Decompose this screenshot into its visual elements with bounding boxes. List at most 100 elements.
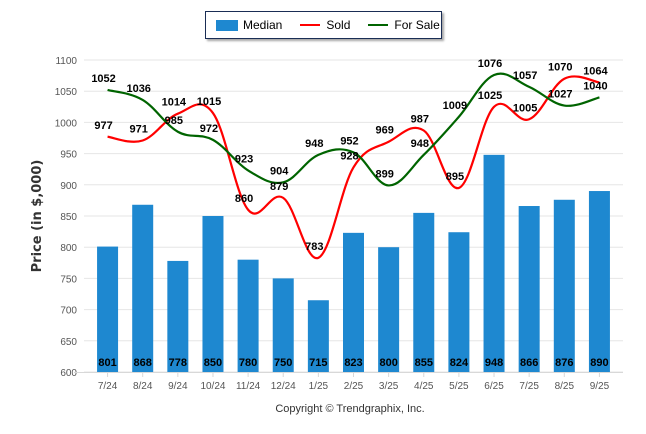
sold-value-label: 969 [375, 125, 393, 137]
bar-median [167, 260, 189, 372]
y-tick-label: 850 [60, 212, 77, 223]
bar-median [202, 216, 224, 372]
bar-median [132, 204, 154, 372]
for-sale-value-label: 1040 [583, 80, 607, 92]
for-sale-value-label: 904 [270, 165, 289, 177]
y-tick-label: 800 [60, 243, 77, 254]
bar-median [553, 199, 575, 372]
y-tick-label: 750 [60, 274, 77, 285]
x-tick-label: 10/24 [200, 381, 225, 392]
for-sale-value-label: 952 [340, 135, 358, 147]
bar-value-label: 824 [450, 357, 469, 369]
for-sale-swatch-icon [368, 24, 389, 26]
legend-label-sold: Sold [326, 18, 351, 32]
legend-item-sold[interactable]: Sold [292, 18, 350, 32]
sold-value-label: 1015 [197, 96, 221, 108]
x-tick-label: 6/25 [484, 381, 504, 392]
bar-value-label: 800 [379, 357, 397, 369]
legend-label-median: Median [243, 18, 283, 32]
bar-value-label: 855 [415, 357, 433, 369]
x-tick-label: 7/24 [98, 381, 118, 392]
bar-value-label: 866 [520, 357, 538, 369]
y-tick-label: 600 [60, 368, 77, 379]
bar-median [413, 212, 435, 372]
copyright-text: Copyright © Trendgraphix, Inc. [275, 403, 425, 415]
sold-value-label: 1070 [548, 62, 572, 74]
y-tick-label: 700 [60, 306, 77, 317]
x-tick-label: 12/24 [271, 381, 296, 392]
for-sale-value-label: 923 [235, 153, 253, 165]
median-swatch-icon [216, 19, 238, 31]
for-sale-value-label: 899 [375, 168, 393, 180]
x-tick-label: 1/25 [309, 381, 329, 392]
bar-value-label: 868 [134, 357, 152, 369]
bar-median [518, 206, 540, 372]
bar-median [483, 154, 505, 372]
for-sale-value-label: 972 [200, 123, 218, 135]
for-sale-value-label: 985 [165, 115, 183, 127]
for-sale-value-label: 1009 [443, 100, 467, 112]
x-tick-label: 11/24 [236, 381, 261, 392]
x-tick-label: 9/24 [168, 381, 188, 392]
sold-value-label: 1014 [162, 97, 187, 109]
x-tick-label: 8/24 [133, 381, 153, 392]
legend-item-for-sale[interactable]: For Sale [360, 18, 440, 32]
y-tick-label: 1050 [55, 87, 78, 98]
line-for-sale [107, 72, 600, 187]
sold-value-label: 783 [305, 241, 323, 253]
sold-value-label: 1064 [583, 65, 608, 77]
legend-item-median[interactable]: Median [216, 18, 282, 32]
bar-median [448, 232, 470, 372]
y-tick-label: 900 [60, 181, 77, 192]
bar-median [237, 259, 259, 372]
for-sale-value-label: 1036 [126, 83, 150, 95]
x-tick-label: 5/25 [449, 381, 469, 392]
sold-value-label: 860 [235, 193, 253, 205]
bar-value-label: 850 [204, 357, 222, 369]
bar-median [272, 278, 294, 372]
y-axis-title: Price (in $,000) [30, 160, 45, 273]
sold-value-label: 928 [340, 150, 358, 162]
bar-median [307, 300, 329, 372]
legend: Median Sold For Sale [205, 11, 442, 39]
bar-value-label: 948 [485, 357, 503, 369]
y-tick-label: 1000 [55, 118, 78, 129]
y-tick-label: 650 [60, 337, 77, 348]
bar-value-label: 780 [239, 357, 257, 369]
legend-label-for-sale: For Sale [394, 18, 440, 32]
for-sale-value-label: 1027 [548, 89, 572, 101]
bar-value-label: 823 [344, 357, 362, 369]
sold-value-label: 971 [130, 123, 148, 135]
bar-median [343, 232, 364, 372]
y-tick-label: 1100 [55, 56, 77, 67]
line-sold [107, 75, 600, 259]
bar-value-label: 801 [98, 357, 116, 369]
y-tick-label: 950 [60, 150, 77, 161]
for-sale-value-label: 1052 [91, 73, 115, 85]
sold-value-label: 977 [94, 120, 112, 132]
sold-value-label: 987 [411, 114, 429, 126]
bar-median [588, 191, 610, 372]
bar-value-label: 890 [590, 357, 608, 369]
x-tick-label: 9/25 [590, 381, 610, 392]
bar-value-label: 715 [309, 357, 327, 369]
bar-value-label: 778 [169, 357, 187, 369]
for-sale-value-label: 1057 [513, 70, 537, 82]
x-tick-label: 2/25 [344, 381, 364, 392]
x-tick-label: 8/25 [555, 381, 575, 392]
x-tick-label: 3/25 [379, 381, 399, 392]
sold-swatch-icon [300, 24, 321, 26]
bar-value-label: 750 [274, 357, 292, 369]
sold-value-label: 1025 [478, 90, 502, 102]
x-tick-label: 4/25 [414, 381, 434, 392]
bar-value-label: 876 [555, 357, 573, 369]
for-sale-value-label: 948 [305, 138, 323, 150]
bar-median [97, 246, 119, 372]
for-sale-value-label: 1076 [478, 58, 502, 70]
sold-value-label: 1005 [513, 102, 537, 114]
sold-value-label: 895 [446, 171, 464, 183]
sold-value-label: 879 [270, 181, 288, 193]
bar-median [378, 247, 400, 372]
for-sale-value-label: 948 [411, 138, 429, 150]
